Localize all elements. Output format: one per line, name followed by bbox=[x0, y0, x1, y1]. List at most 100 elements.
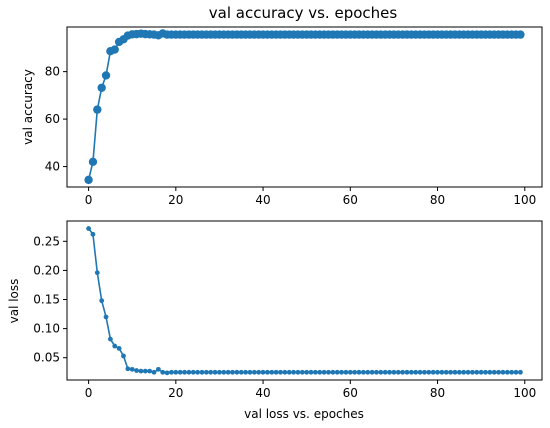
loss-data-point bbox=[509, 369, 515, 375]
loss-data-point bbox=[360, 369, 366, 375]
loss-data-point bbox=[251, 369, 257, 375]
loss-data-point bbox=[422, 369, 427, 375]
loss-data-point bbox=[299, 369, 305, 375]
accuracy-plot: val accuracy vs. epoches val accuracy 0 2… bbox=[21, 4, 543, 207]
loss-data-point bbox=[374, 369, 379, 375]
loss-data-point bbox=[313, 369, 318, 375]
loss-data-point bbox=[413, 369, 419, 375]
loss-data-point bbox=[190, 369, 196, 375]
loss-data-point bbox=[238, 369, 244, 375]
loss-data-point bbox=[155, 366, 161, 372]
accuracy-plot-title: val accuracy vs. epoches bbox=[209, 4, 398, 22]
loss-data-point bbox=[352, 369, 358, 375]
loss-x-tick-label: 20 bbox=[168, 386, 183, 400]
loss-data-point bbox=[225, 369, 231, 375]
loss-y-tick-label: 0.05 bbox=[33, 351, 60, 365]
loss-data-point bbox=[391, 369, 397, 375]
loss-data-point bbox=[203, 369, 209, 375]
loss-x-tick-label: 100 bbox=[513, 386, 536, 400]
accuracy-y-tick-label: 80 bbox=[45, 65, 60, 79]
loss-data-point bbox=[286, 369, 292, 375]
loss-data-point bbox=[321, 369, 327, 375]
loss-data-point bbox=[387, 369, 392, 375]
loss-data-point bbox=[400, 369, 406, 375]
accuracy-x-tick-label: 20 bbox=[168, 193, 183, 207]
loss-data-point bbox=[491, 369, 497, 375]
loss-data-point bbox=[487, 369, 493, 375]
loss-data-point bbox=[474, 369, 480, 375]
loss-data-point bbox=[177, 369, 183, 375]
loss-x-tick-label: 40 bbox=[255, 386, 270, 400]
loss-data-point bbox=[86, 226, 91, 231]
loss-data-point bbox=[282, 369, 288, 375]
loss-data-point bbox=[339, 369, 344, 375]
accuracy-data-point bbox=[84, 175, 93, 185]
loss-data-point bbox=[265, 369, 270, 375]
loss-data-point bbox=[430, 369, 436, 375]
loss-x-tick-label: 0 bbox=[85, 386, 93, 400]
loss-data-point bbox=[513, 369, 519, 375]
loss-data-point bbox=[273, 369, 279, 375]
loss-data-point bbox=[164, 370, 170, 376]
loss-data-point bbox=[182, 369, 187, 375]
loss-data-point bbox=[199, 369, 205, 375]
accuracy-axes-frame bbox=[66, 26, 543, 188]
loss-data-point bbox=[99, 298, 105, 304]
loss-data-point bbox=[518, 369, 523, 375]
accuracy-data-point bbox=[88, 157, 98, 167]
loss-data-point bbox=[291, 369, 296, 375]
loss-y-tick-label: 0.15 bbox=[33, 293, 60, 307]
loss-data-point bbox=[103, 314, 109, 320]
loss-data-point bbox=[443, 369, 449, 375]
loss-data-point bbox=[230, 369, 235, 375]
loss-data-point bbox=[234, 369, 240, 375]
loss-data-point bbox=[221, 369, 227, 375]
loss-data-point bbox=[129, 366, 135, 372]
loss-data-point bbox=[243, 369, 249, 375]
loss-data-point bbox=[378, 369, 384, 375]
accuracy-data-point bbox=[110, 45, 119, 54]
loss-data-point bbox=[439, 369, 445, 375]
accuracy-y-axis-label: val accuracy bbox=[21, 69, 35, 145]
loss-data-point bbox=[116, 346, 122, 351]
loss-data-point bbox=[217, 369, 222, 375]
loss-data-point bbox=[404, 369, 410, 375]
accuracy-x-tick-label: 80 bbox=[430, 193, 445, 207]
loss-data-point bbox=[317, 369, 323, 375]
accuracy-data-point bbox=[516, 30, 525, 39]
accuracy-x-tick-label: 40 bbox=[255, 193, 270, 207]
loss-data-point bbox=[408, 369, 414, 375]
loss-x-tick-label: 60 bbox=[343, 386, 358, 400]
accuracy-x-tick-label: 0 bbox=[85, 193, 93, 207]
accuracy-x-tick-label: 100 bbox=[513, 193, 536, 207]
loss-data-point bbox=[134, 368, 139, 373]
accuracy-y-tick-label: 40 bbox=[45, 160, 60, 174]
loss-data-point bbox=[121, 353, 126, 359]
loss-data-point bbox=[478, 369, 484, 375]
loss-data-point bbox=[108, 336, 113, 342]
loss-data-point bbox=[247, 369, 253, 375]
loss-data-point bbox=[125, 366, 131, 372]
loss-data-point bbox=[347, 369, 353, 375]
accuracy-y-tick-label: 60 bbox=[45, 112, 60, 126]
loss-axes-frame bbox=[66, 220, 543, 381]
loss-data-point bbox=[417, 369, 423, 375]
loss-data-point bbox=[461, 369, 467, 375]
loss-data-point bbox=[395, 369, 401, 375]
accuracy-plot-area bbox=[84, 29, 525, 185]
loss-data-point bbox=[504, 369, 510, 375]
loss-data-point bbox=[330, 369, 336, 375]
loss-data-point bbox=[295, 369, 301, 375]
loss-data-point bbox=[260, 369, 266, 375]
loss-data-point bbox=[212, 369, 218, 375]
loss-data-point bbox=[112, 343, 118, 349]
loss-data-point bbox=[90, 231, 96, 237]
loss-x-tick-label: 80 bbox=[430, 386, 445, 400]
loss-data-point bbox=[304, 369, 310, 375]
loss-data-point bbox=[500, 369, 506, 375]
loss-data-point bbox=[343, 369, 349, 375]
loss-data-point bbox=[456, 369, 462, 375]
loss-data-point bbox=[169, 369, 174, 375]
